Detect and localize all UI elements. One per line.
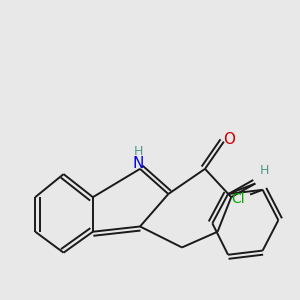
Text: H: H: [134, 145, 143, 158]
Text: O: O: [224, 132, 236, 147]
Text: Cl: Cl: [232, 192, 245, 206]
Text: H: H: [260, 164, 269, 178]
Text: N: N: [133, 156, 144, 171]
